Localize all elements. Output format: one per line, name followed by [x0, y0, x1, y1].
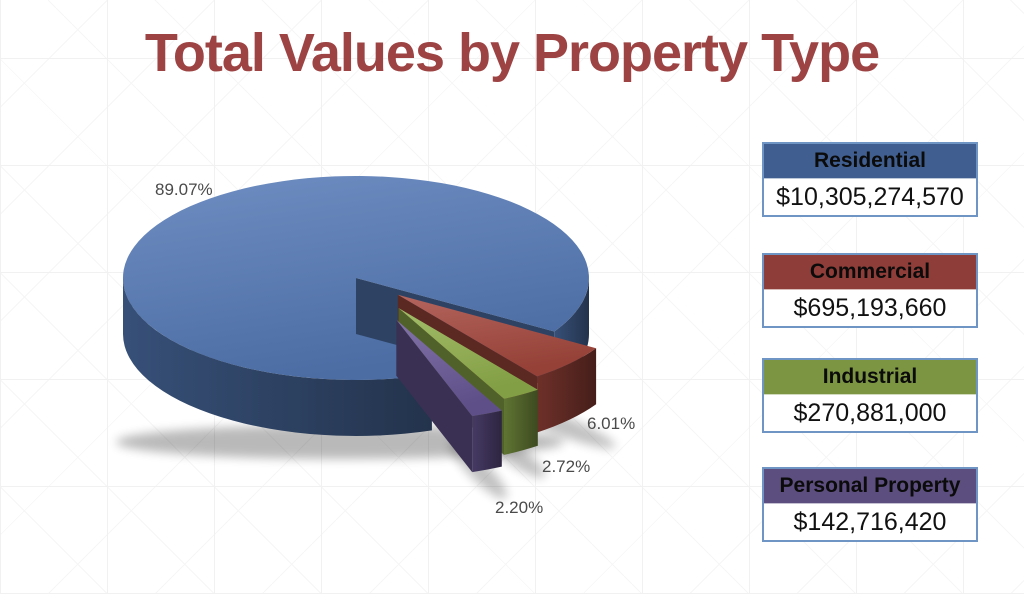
pie-percent-label-residential: 89.07% — [155, 180, 213, 199]
legend-box-residential: Residential $10,305,274,570 — [762, 142, 978, 217]
legend-header-personal-property: Personal Property — [764, 469, 976, 504]
legend-header-commercial: Commercial — [764, 255, 976, 290]
pie-percent-label-personal-property: 2.20% — [495, 498, 544, 517]
legend-value-commercial: $695,193,660 — [764, 290, 976, 326]
legend-box-commercial: Commercial $695,193,660 — [762, 253, 978, 328]
legend-box-personal-property: Personal Property $142,716,420 — [762, 467, 978, 542]
pie-chart-3d — [116, 175, 616, 499]
legend: Residential $10,305,274,570 Commercial $… — [762, 0, 978, 594]
legend-value-industrial: $270,881,000 — [764, 395, 976, 431]
legend-value-residential: $10,305,274,570 — [764, 179, 976, 215]
page-title: Total Values by Property Type — [144, 23, 880, 83]
pie-percent-label-commercial: 6.01% — [587, 414, 636, 433]
legend-box-industrial: Industrial $270,881,000 — [762, 358, 978, 433]
legend-value-personal-property: $142,716,420 — [764, 504, 976, 540]
pie-percent-label-industrial: 2.72% — [542, 457, 591, 476]
legend-header-residential: Residential — [764, 144, 976, 179]
legend-header-industrial: Industrial — [764, 360, 976, 395]
